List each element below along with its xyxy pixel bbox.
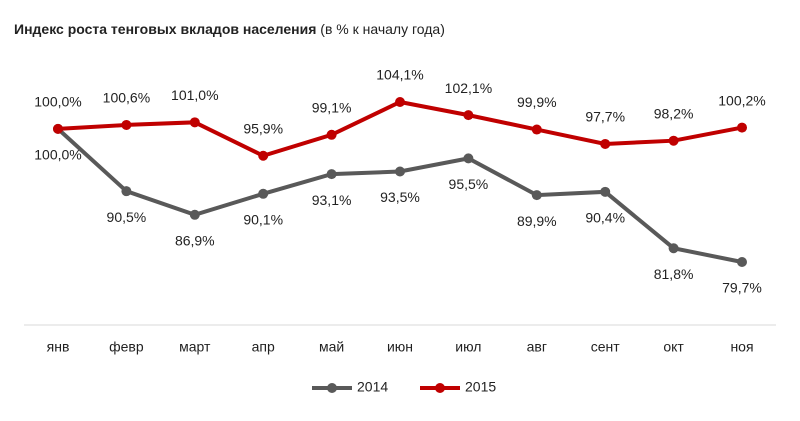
point <box>531 124 542 135</box>
data-label: 99,9% <box>517 94 557 110</box>
x-tick-label: март <box>179 339 211 355</box>
point <box>531 190 542 201</box>
data-label: 100,6% <box>103 90 150 106</box>
data-label: 97,7% <box>585 109 625 125</box>
data-label: 81,8% <box>654 266 694 282</box>
point <box>53 123 63 134</box>
point <box>395 97 405 107</box>
point <box>668 243 679 254</box>
x-tick-label: сент <box>591 339 621 355</box>
point <box>737 122 747 133</box>
data-label: 104,1% <box>376 67 423 83</box>
x-tick-label: май <box>319 339 344 355</box>
data-label: 89,9% <box>517 213 557 229</box>
data-label: 95,5% <box>449 176 489 192</box>
point <box>395 166 405 177</box>
x-tick-label: авг <box>527 339 547 355</box>
data-label: 100,0% <box>34 94 81 110</box>
data-label: 90,4% <box>585 210 625 226</box>
data-label: 79,7% <box>722 280 762 296</box>
point <box>189 117 200 128</box>
x-tick-label: апр <box>252 339 275 355</box>
point <box>737 257 747 267</box>
point <box>189 209 200 220</box>
data-label: 102,1% <box>445 80 492 96</box>
point <box>668 135 679 146</box>
point <box>463 153 474 164</box>
legend-marker <box>435 383 445 393</box>
data-label: 100,0% <box>34 147 81 163</box>
x-tick-label: ноя <box>730 339 753 355</box>
title: Индекс роста тенговых вкладов населения <box>14 21 316 37</box>
x-tick-label: окт <box>663 339 684 355</box>
x-tick-label: февр <box>109 339 144 355</box>
point <box>121 119 132 130</box>
data-label: 90,1% <box>243 212 283 228</box>
point <box>326 169 337 180</box>
data-label: 86,9% <box>175 232 215 248</box>
x-tick-label: июн <box>387 339 413 355</box>
legend-label: 2015 <box>465 379 496 395</box>
point <box>600 138 611 149</box>
data-label: 101,0% <box>171 87 218 103</box>
point <box>463 110 474 121</box>
data-label: 93,1% <box>312 192 352 208</box>
data-label: 100,2% <box>718 92 765 108</box>
legend-label: 2014 <box>357 379 388 395</box>
data-label: 98,2% <box>654 105 694 121</box>
x-tick-label: июл <box>455 339 481 355</box>
data-label: 90,5% <box>107 209 147 225</box>
point <box>258 150 269 161</box>
data-label: 93,5% <box>380 189 420 205</box>
chart-title: Индекс роста тенговых вкладов населения … <box>14 21 445 37</box>
point <box>258 188 269 199</box>
series-line <box>57 99 743 158</box>
data-label: 95,9% <box>243 120 283 136</box>
point <box>600 186 611 197</box>
data-label: 99,1% <box>312 99 352 115</box>
point <box>121 186 132 197</box>
subtitle: (в % к началу года) <box>320 21 445 37</box>
x-tick-label: янв <box>47 339 70 355</box>
point <box>326 129 337 140</box>
legend-marker <box>327 383 337 393</box>
